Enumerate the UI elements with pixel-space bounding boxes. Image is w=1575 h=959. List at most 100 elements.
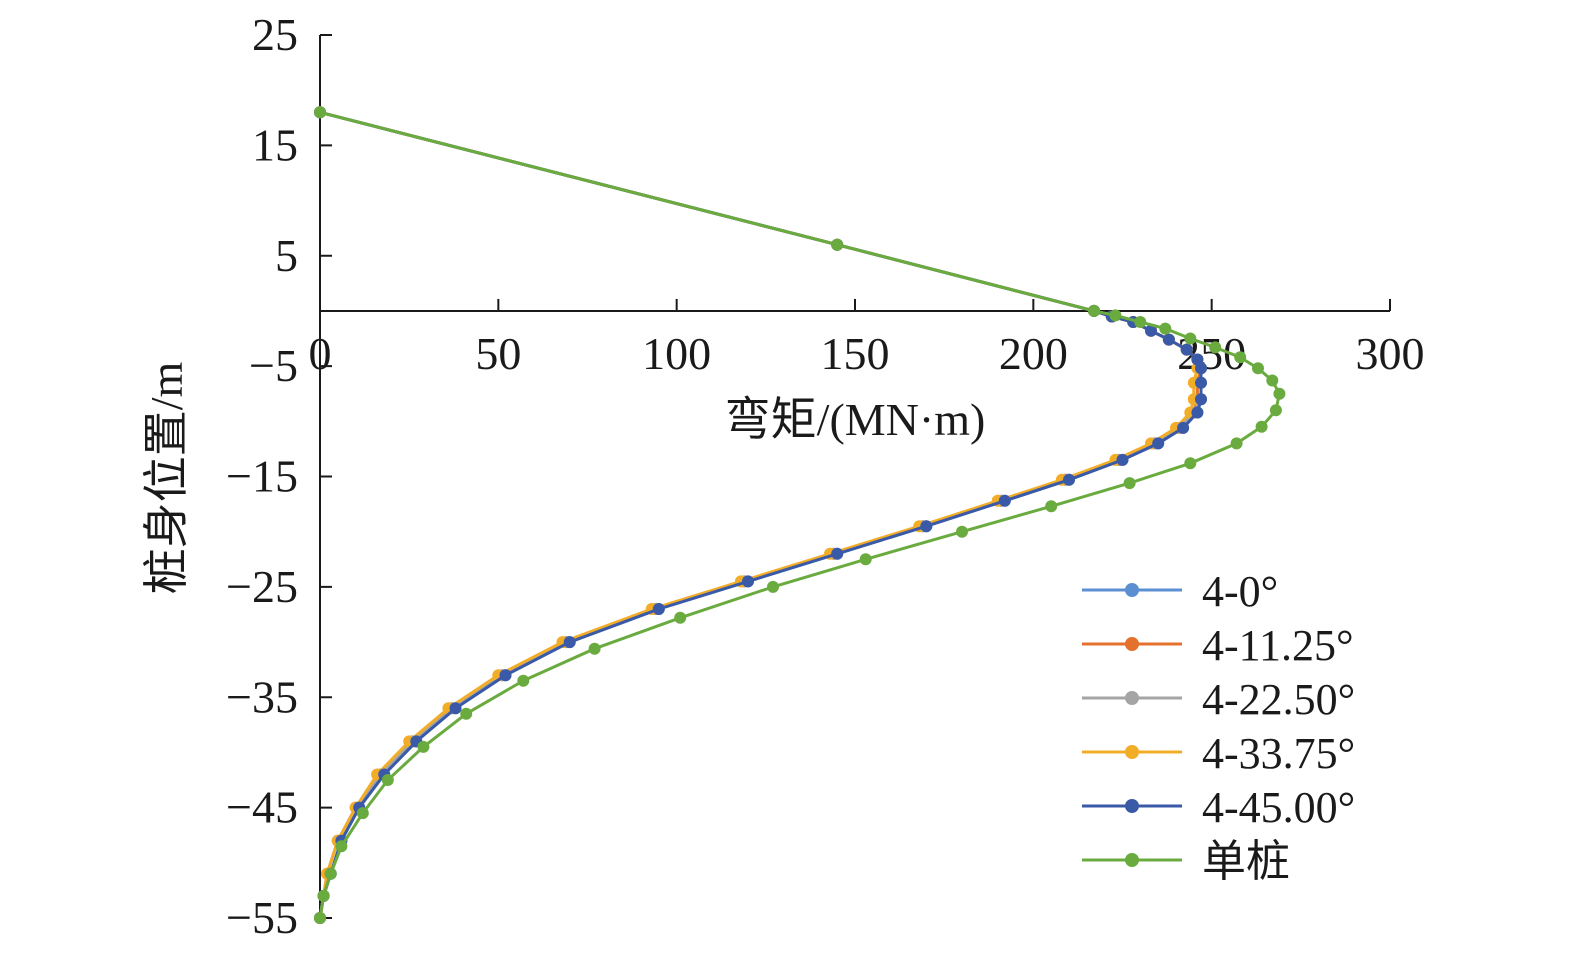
series-0 (314, 106, 1207, 924)
legend-label: 单桩 (1202, 837, 1290, 886)
data-point (356, 807, 369, 820)
legend-marker (1125, 583, 1139, 597)
legend-label: 4-45.00° (1202, 783, 1355, 832)
data-point (1088, 304, 1100, 317)
x-axis-label: 弯矩/(MN·m) (725, 394, 986, 445)
data-point (831, 238, 844, 251)
data-point (1045, 500, 1058, 513)
data-point (1177, 421, 1190, 434)
x-tick-label: 200 (999, 328, 1068, 379)
legend-label: 4-33.75° (1202, 729, 1355, 778)
legend-item: 4-11.25° (1082, 621, 1354, 670)
x-tick-label: 0 (309, 328, 332, 379)
x-tick-label: 50 (475, 328, 521, 379)
data-point (920, 520, 933, 533)
data-point (324, 867, 337, 880)
data-point (1063, 473, 1075, 486)
series-layer (314, 106, 1286, 924)
data-point (1273, 387, 1286, 400)
legend-label: 4-11.25° (1202, 621, 1354, 670)
series-5 (314, 106, 1286, 924)
y-tick-label: −15 (226, 451, 298, 502)
series-3 (314, 106, 1204, 924)
y-axis-label: 桩身位置/m (141, 362, 192, 595)
data-point (1252, 362, 1264, 375)
legend-item: 4-45.00° (1082, 783, 1355, 832)
y-tick-label: −5 (249, 340, 298, 391)
data-point (1184, 457, 1197, 470)
data-point (1234, 351, 1247, 364)
series-4 (314, 106, 1207, 924)
data-point (1209, 341, 1222, 354)
series-line (318, 110, 1203, 919)
data-point (998, 494, 1011, 507)
series-2 (314, 106, 1207, 924)
x-tick-label: 150 (821, 328, 890, 379)
data-point (1134, 316, 1147, 328)
x-tick-label: 100 (642, 328, 711, 379)
series-line (318, 110, 1203, 919)
data-point (1230, 437, 1243, 450)
x-tick-label: 300 (1356, 328, 1425, 379)
data-point (1195, 362, 1207, 375)
data-point (317, 889, 330, 902)
data-point (381, 774, 394, 786)
y-tick-label: 25 (252, 9, 298, 60)
data-point (831, 547, 844, 560)
data-point (588, 642, 601, 655)
legend-item: 4-0° (1082, 567, 1278, 616)
data-point (652, 603, 665, 615)
legend-marker (1125, 691, 1139, 705)
legend-marker (1125, 637, 1139, 651)
data-point (1195, 393, 1207, 406)
data-point (767, 580, 779, 593)
data-point (1123, 477, 1136, 490)
data-point (417, 740, 430, 753)
data-point (314, 912, 326, 924)
legend-label: 4-0° (1202, 567, 1278, 616)
data-point (1255, 420, 1268, 433)
data-point (742, 575, 754, 588)
data-point (1266, 374, 1279, 387)
series-line (318, 110, 1281, 919)
data-point (1195, 376, 1207, 389)
data-point (335, 840, 348, 853)
data-point (1162, 333, 1175, 346)
data-point (674, 611, 687, 624)
data-point (1191, 406, 1204, 419)
data-point (314, 106, 326, 119)
data-point (563, 636, 576, 649)
data-point (460, 707, 473, 720)
legend-marker (1125, 853, 1139, 867)
legend-item: 单桩 (1082, 837, 1290, 886)
data-point (1180, 343, 1193, 356)
data-point (1159, 322, 1172, 335)
data-point (1109, 309, 1122, 322)
y-tick-label: −25 (226, 561, 298, 612)
data-point (1145, 324, 1157, 337)
series-line (318, 110, 1199, 919)
y-tick-label: −45 (226, 782, 298, 833)
legend-item: 4-22.50° (1082, 675, 1355, 724)
series-line (318, 110, 1203, 919)
series-1 (314, 106, 1207, 924)
data-point (1184, 332, 1197, 345)
legend-marker (1125, 745, 1139, 759)
y-tick-label: −55 (226, 892, 298, 943)
legend: 4-0° 4-11.25° 4-22.50° 4-33.75° 4-45.00° 单桩 (1082, 567, 1355, 886)
legend-label: 4-22.50° (1202, 675, 1355, 724)
data-point (449, 702, 462, 715)
series-line (318, 110, 1203, 919)
y-tick-label: 5 (275, 230, 298, 281)
data-point (859, 553, 872, 566)
data-point (1116, 453, 1129, 466)
data-point (499, 669, 512, 682)
data-point (956, 525, 968, 538)
data-point (517, 674, 530, 687)
legend-item: 4-33.75° (1082, 729, 1355, 778)
y-tick-label: −35 (226, 671, 298, 722)
data-point (1152, 437, 1165, 450)
y-tick-label: 15 (252, 119, 298, 170)
